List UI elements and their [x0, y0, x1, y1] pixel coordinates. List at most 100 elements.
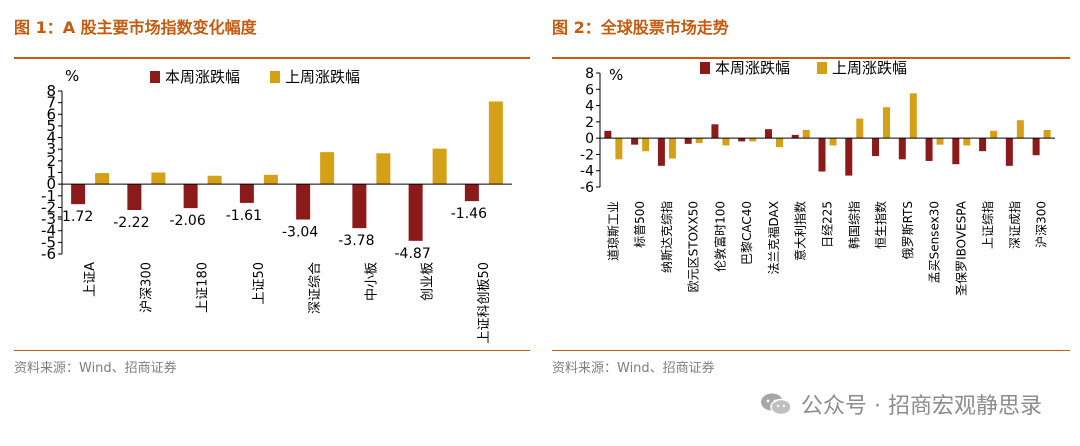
chart1-bottom-rule [14, 350, 530, 351]
bar-last-week [722, 138, 730, 146]
y-tick-label: -3 [41, 210, 56, 228]
category-label: 伦敦富时100 [712, 201, 727, 272]
y-unit-label: % [65, 67, 79, 85]
bar-this-week [1005, 138, 1013, 166]
legend-swatch [817, 62, 827, 74]
chart1-title: 图 1：A 股主要市场指数变化幅度 [14, 18, 257, 37]
bar-last-week [95, 173, 110, 185]
bar-last-week [883, 107, 891, 139]
y-tick-label: -1 [41, 187, 56, 205]
bar-last-week [856, 118, 864, 139]
bar-this-week [791, 134, 799, 139]
y-tick-label: 4 [585, 99, 594, 115]
y-tick-label: 7 [46, 94, 56, 112]
category-label: 孟买Sensex30 [928, 201, 942, 283]
y-tick-label: -4 [41, 222, 56, 240]
y-tick-label: -2 [41, 198, 56, 216]
bar-last-week [695, 138, 703, 144]
bar-this-week [71, 184, 86, 205]
bar-this-week [818, 138, 826, 172]
category-label: 巴黎CAC40 [740, 201, 754, 265]
bar-last-week [151, 172, 166, 185]
bar-this-week [604, 130, 612, 139]
bar-this-week [127, 184, 142, 210]
category-label: 日经225 [821, 201, 835, 248]
legend-swatch [270, 71, 280, 83]
data-label: -3.78 [338, 233, 374, 249]
bar-this-week [296, 184, 311, 220]
data-label: -2.06 [170, 213, 206, 229]
y-tick-label: 5 [46, 117, 56, 135]
bar-this-week [1032, 138, 1040, 156]
y-tick-label: -6 [41, 245, 56, 263]
bar-last-week [1016, 120, 1024, 139]
bar-this-week [764, 129, 772, 139]
bar-this-week [898, 138, 906, 160]
bar-last-week [936, 138, 944, 145]
bar-this-week [657, 138, 665, 166]
legend-label: 本周涨跌幅 [715, 59, 790, 77]
bar-last-week [320, 152, 335, 185]
category-label: 纳斯达克综指 [659, 201, 674, 273]
bar-this-week [408, 184, 423, 241]
bar-this-week [872, 138, 880, 157]
category-label: 法兰克福DAX [766, 201, 781, 274]
y-unit-label: % [609, 66, 623, 84]
bar-this-week [352, 184, 367, 229]
category-label: 标普500 [633, 201, 647, 248]
bar-last-week [207, 175, 222, 185]
y-tick-label: 1 [46, 164, 56, 182]
y-tick-label: -6 [580, 180, 594, 196]
y-tick-label: -2 [580, 147, 594, 163]
legend-label: 上周涨跌幅 [285, 68, 360, 86]
category-label: 上证A [83, 262, 98, 297]
category-label: 道琼斯工业 [605, 201, 620, 261]
legend-label: 本周涨跌幅 [165, 68, 240, 86]
data-label: -2.22 [113, 215, 149, 231]
bar-last-week [1043, 130, 1051, 139]
y-tick-label: 4 [46, 129, 56, 147]
category-label: 创业板 [421, 262, 436, 301]
bar-last-week [990, 130, 998, 139]
data-label: -1.46 [451, 206, 487, 222]
data-label: -3.04 [282, 225, 318, 241]
category-label: 中小板 [364, 262, 379, 301]
category-label: 意大利指数 [793, 201, 808, 261]
category-label: 上证50 [252, 262, 267, 305]
bar-last-week [642, 138, 650, 152]
bar-last-week [488, 101, 503, 185]
category-label: 俄罗斯RTS [901, 201, 915, 259]
bar-this-week [738, 138, 746, 142]
bar-last-week [909, 93, 917, 139]
watermark: 公众号 · 招商宏观静思录 [759, 388, 1042, 420]
data-label: -1.61 [226, 208, 262, 224]
chart2-source: 资料来源：Wind、招商证券 [552, 361, 715, 376]
category-label: 深证综合 [308, 262, 323, 314]
bar-this-week [979, 138, 987, 152]
category-label: 欧元区STOXX50 [687, 201, 701, 292]
category-label: 沪深300 [138, 262, 154, 313]
y-tick-label: 6 [46, 105, 56, 123]
chart2-bottom-rule [552, 350, 1070, 351]
category-label: 上证综指 [980, 201, 995, 249]
y-tick-label: 0 [46, 175, 56, 193]
bar-last-week [376, 153, 391, 185]
wechat-icon [761, 393, 792, 416]
bar-this-week [925, 138, 933, 161]
chart1-top-rule [14, 57, 530, 59]
chart2-top-rule [552, 57, 1070, 59]
category-label: 上证科创板50 [477, 262, 492, 344]
category-label: 圣保罗IBOVESPA [954, 200, 968, 296]
y-tick-label: 0 [585, 131, 594, 147]
y-tick-label: 8 [46, 82, 56, 100]
bar-this-week [684, 138, 692, 144]
bar-last-week [432, 148, 447, 185]
data-label: -1.72 [57, 209, 93, 225]
category-label: 沪深300 [1035, 201, 1049, 248]
category-label: 韩国综指 [846, 201, 861, 249]
bar-last-week [749, 138, 757, 142]
category-label: 上证180 [196, 262, 211, 313]
y-tick-label: 6 [585, 82, 594, 98]
